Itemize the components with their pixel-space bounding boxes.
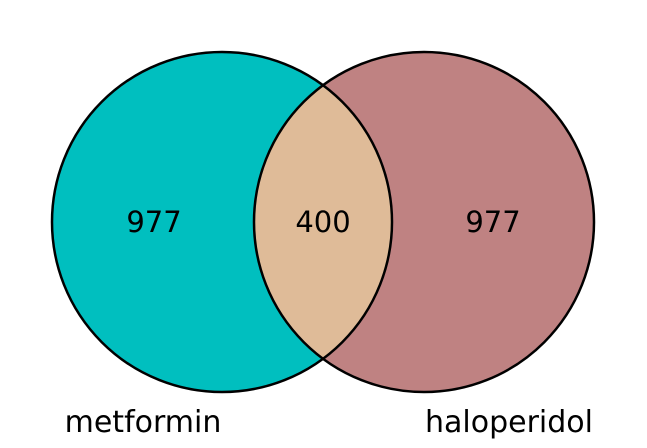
- intersection-region: [254, 52, 392, 392]
- haloperidol-only-count: 977: [465, 205, 520, 239]
- metformin-outline: [50, 50, 394, 394]
- haloperidol-outline: [252, 50, 596, 394]
- metformin-label: metformin: [65, 405, 222, 440]
- intersection-count: 400: [295, 205, 350, 239]
- metformin-only-count: 977: [126, 205, 181, 239]
- haloperidol-label: haloperidol: [425, 405, 593, 440]
